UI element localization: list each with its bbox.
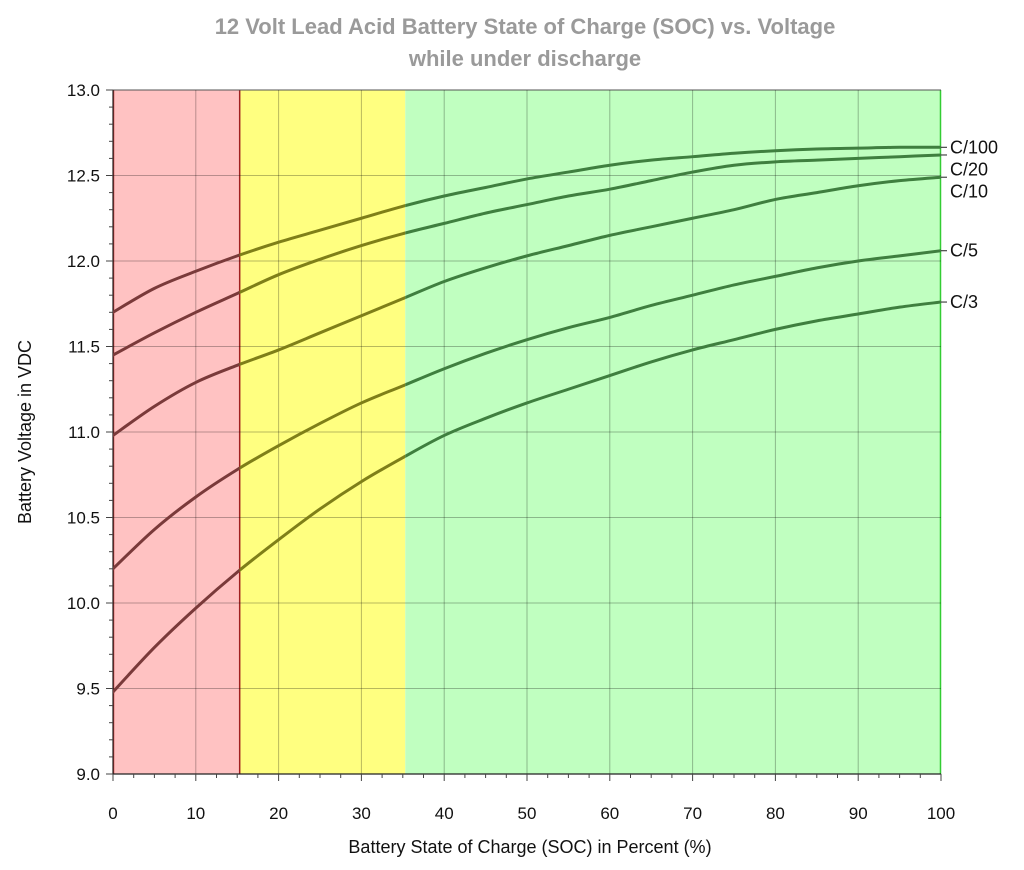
series-line-segment xyxy=(239,295,406,366)
y-tick-label: 12.5 xyxy=(67,167,100,186)
x-tick-label: 0 xyxy=(108,804,117,823)
series-3 xyxy=(113,249,941,571)
x-tick-label: 50 xyxy=(518,804,537,823)
zone-2 xyxy=(405,90,941,774)
series-line-segment xyxy=(239,204,406,257)
series-0 xyxy=(113,145,941,314)
y-tick-label: 12.0 xyxy=(67,252,100,271)
series-line-segment xyxy=(405,300,941,458)
series-label: C/5 xyxy=(950,241,978,261)
series-line-segment xyxy=(405,153,941,235)
y-tick-label: 11.5 xyxy=(68,338,100,357)
x-tick-label: 20 xyxy=(269,804,288,823)
grid-lines xyxy=(113,90,941,774)
x-tick-label: 40 xyxy=(435,804,454,823)
series-line-segment xyxy=(405,175,941,300)
y-tick-label: 9.0 xyxy=(76,765,100,784)
series-line-segment xyxy=(405,145,941,208)
y-tick-label: 11.0 xyxy=(68,423,100,442)
zone-1 xyxy=(239,90,406,774)
series-2 xyxy=(113,175,941,437)
x-axis-label: Battery State of Charge (SOC) in Percent… xyxy=(348,837,711,857)
x-tick-label: 90 xyxy=(849,804,868,823)
series-line-segment xyxy=(239,454,406,573)
series-label: C/3 xyxy=(950,292,978,312)
series-label: C/100 xyxy=(950,137,998,157)
chart-subtitle: while under discharge xyxy=(408,46,641,71)
series-line-segment xyxy=(239,383,406,470)
zone-0 xyxy=(113,90,240,774)
x-tick-label: 80 xyxy=(766,804,785,823)
series-line-segment xyxy=(239,231,406,295)
y-tick-label: 9.5 xyxy=(76,680,100,699)
y-tick-label: 10.0 xyxy=(67,594,100,613)
series-lines xyxy=(113,145,941,694)
series-1 xyxy=(113,153,941,357)
x-tick-label: 30 xyxy=(352,804,371,823)
chart-title: 12 Volt Lead Acid Battery State of Charg… xyxy=(215,14,836,39)
x-tick-label: 100 xyxy=(927,804,955,823)
x-tick-label: 10 xyxy=(186,804,205,823)
series-label: C/20 xyxy=(950,159,988,179)
x-tick-label: 70 xyxy=(683,804,702,823)
y-tick-label: 13.0 xyxy=(67,81,100,100)
y-axis-label: Battery Voltage in VDC xyxy=(15,340,35,524)
axes: 0 10 20 30 40 50 60 70 80 90 100 9.0 9.5 10.0 10.5 11.0… xyxy=(67,81,955,823)
x-tick-label: 60 xyxy=(600,804,619,823)
y-tick-label: 10.5 xyxy=(67,509,100,528)
soc-zones xyxy=(112,89,942,774)
series-line-segment xyxy=(405,249,941,387)
series-label: C/10 xyxy=(950,181,988,201)
series-4 xyxy=(113,300,941,694)
